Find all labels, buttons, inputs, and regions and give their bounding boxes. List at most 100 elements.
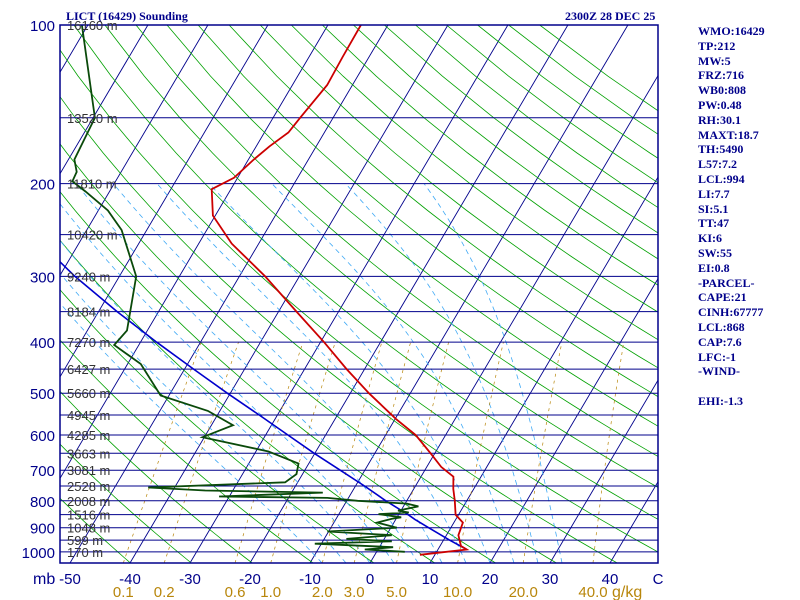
index-item: KI:6 <box>698 231 722 246</box>
mixing-ratio-line <box>522 342 563 563</box>
index-item: CINH:67777 <box>698 305 764 320</box>
height-label: 16160 m <box>67 18 118 33</box>
index-item: EI:0.8 <box>698 260 730 275</box>
index-item: L57:7.2 <box>698 157 737 172</box>
mixing-ratio-labels: 0.1 0.2 0.6 1.0 2.0 3.0 5.0 10.0 20.0 40.0 <box>113 584 608 600</box>
dry-adiabat-line <box>60 289 375 563</box>
moist-adiabat-line <box>60 239 371 563</box>
index-item: -WIND- <box>698 364 740 379</box>
height-label: 4285 m <box>67 428 110 443</box>
dry-adiabat-line <box>291 25 658 313</box>
index-item: TT:47 <box>698 216 730 231</box>
dry-adiabat-line <box>104 25 658 488</box>
isotherm-line <box>129 25 449 563</box>
pressure-tick-label: 700 <box>30 463 55 480</box>
moist-adiabat-line <box>60 272 347 563</box>
index-item: CAP:7.6 <box>698 334 742 349</box>
sounding-station-title: LICT (16429) Sounding <box>66 9 188 23</box>
moist-adiabat-line <box>112 183 443 563</box>
height-label: 11810 m <box>67 177 117 192</box>
temperature-tick-label: -10 <box>299 571 321 588</box>
isotherm-line <box>60 25 329 480</box>
dry-adiabat-line <box>60 239 435 563</box>
moist-adiabat-line <box>156 183 467 563</box>
height-label: 10420 m <box>67 228 118 243</box>
mixing-ratio-tick-label: 10.0 <box>443 584 472 600</box>
mixing-ratio-tick-label: 40.0 <box>578 584 607 600</box>
height-label: 1516 m <box>67 508 110 523</box>
dry-adiabat-line <box>60 390 253 563</box>
dry-adiabat-line <box>60 339 314 563</box>
height-labels: 16160 m 13520 m 11810 m 10420 m 9240 m 8184 m… <box>67 18 118 560</box>
index-item: TH:5490 <box>698 142 744 157</box>
mixing-ratio-tick-label: 0.6 <box>225 584 246 600</box>
dry-adiabat-line <box>135 25 658 457</box>
dry-adiabat-line <box>322 25 658 286</box>
temperature-tick-label: -30 <box>179 571 201 588</box>
height-label: 170 m <box>67 545 103 560</box>
height-label: 3663 m <box>67 446 110 461</box>
isotherm-line <box>369 74 658 563</box>
pressure-labels: 100 200 300 400 500 600 700 800 900 1000 <box>22 18 55 562</box>
index-item: SW:55 <box>698 245 733 260</box>
height-label: 5660 m <box>67 386 110 401</box>
isotherm-line <box>60 25 209 277</box>
temperature-tick-label: 20 <box>482 571 499 588</box>
moist-adiabat-line <box>271 183 515 563</box>
mixing-ratio-tick-label: 1.0 <box>260 584 281 600</box>
height-label: 8184 m <box>67 305 110 320</box>
index-item: EHI:-1.3 <box>698 393 743 408</box>
temperature-ticks: -50 -40 -30 -20 -10 0 10 20 30 40 C <box>59 571 663 588</box>
temperature-tick-label: C <box>653 571 664 588</box>
dry-adiabat-line <box>353 25 658 260</box>
mixing-ratio-unit-label: g/kg <box>612 584 642 600</box>
dry-adiabat-line <box>60 497 131 563</box>
dry-adiabat-line <box>197 25 658 398</box>
height-label: 4945 m <box>67 408 110 423</box>
temperature-tick-label: 30 <box>542 571 559 588</box>
plot-frame <box>59 24 659 564</box>
index-item: RH:30.1 <box>698 112 741 127</box>
mixing-ratio-line <box>592 342 625 563</box>
index-item: FRZ:716 <box>698 68 744 83</box>
pressure-tick-label: 1000 <box>22 545 55 562</box>
moist-adiabat-line <box>345 183 539 563</box>
mixing-ratio-tick-label: 0.2 <box>154 584 175 600</box>
index-item: PW:0.48 <box>698 97 742 112</box>
index-item: MW:5 <box>698 53 731 68</box>
index-item: -PARCEL- <box>698 275 755 290</box>
moist-adiabat-line <box>423 183 563 563</box>
pressure-tick-label: 600 <box>30 428 55 445</box>
index-item: CAPE:21 <box>698 290 747 305</box>
isotherm-line <box>0 25 28 563</box>
mixing-ratio-tick-label: 0.1 <box>113 584 134 600</box>
dry-adiabat-line <box>60 191 496 563</box>
temperature-tick-label: -20 <box>239 571 261 588</box>
height-label: 9240 m <box>67 269 110 284</box>
pressure-tick-label: 800 <box>30 494 55 511</box>
pressure-tick-label: 300 <box>30 269 55 286</box>
temperature-tick-label: 40 <box>602 571 619 588</box>
profile-traces <box>60 25 470 556</box>
height-label: 2528 m <box>67 479 110 494</box>
stability-indices-panel: WMO:16429 TP:212 MW:5 FRZ:716 WB0:808 PW:0.48… <box>698 24 765 409</box>
dry-adiabat-line <box>73 25 658 520</box>
temperature-tick-label: -40 <box>119 571 141 588</box>
index-item: SI:5.1 <box>698 201 729 216</box>
isotherm-line <box>60 25 269 378</box>
dewpoint-trace <box>71 25 419 553</box>
mixing-ratio-tick-label: 3.0 <box>344 584 365 600</box>
isotherm-line <box>309 25 629 563</box>
mixing-ratio-line <box>396 342 449 563</box>
pressure-unit-label: mb <box>33 571 55 588</box>
isotherm-line <box>249 25 569 563</box>
moist-adiabat-line <box>75 183 419 563</box>
height-label: 1048 m <box>67 521 110 536</box>
height-label: 2008 m <box>67 494 110 509</box>
dry-adiabat-line <box>60 96 618 563</box>
dry-adiabat-line <box>60 143 557 563</box>
index-item: MAXT:18.7 <box>698 127 759 142</box>
height-label: 599 m <box>67 533 103 548</box>
mixing-ratio-tick-label: 20.0 <box>509 584 538 600</box>
